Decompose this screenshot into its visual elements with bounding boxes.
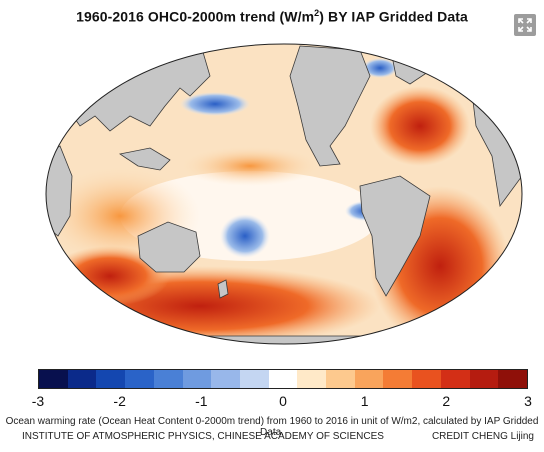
tick-label: -2 bbox=[113, 393, 126, 409]
color-swatch-14 bbox=[440, 370, 470, 388]
figure-caption: Ocean warming rate (Ocean Heat Content 0… bbox=[5, 416, 539, 438]
title-superscript: 2 bbox=[314, 8, 320, 18]
north-atlantic-warm bbox=[370, 86, 470, 166]
color-swatch-2 bbox=[96, 370, 126, 388]
tick-label: -1 bbox=[195, 393, 208, 409]
world-map-graphic bbox=[45, 43, 523, 345]
color-swatch-8 bbox=[268, 370, 298, 388]
color-swatch-6 bbox=[211, 370, 240, 388]
color-swatch-16 bbox=[498, 370, 527, 388]
ocean-heat-map bbox=[0, 36, 544, 366]
color-swatch-5 bbox=[182, 370, 212, 388]
land-antarctica bbox=[59, 335, 521, 344]
color-swatch-4 bbox=[153, 370, 183, 388]
color-swatch-3 bbox=[125, 370, 154, 388]
land-north-america bbox=[289, 45, 371, 167]
institute-label: INSTITUTE OF ATMOSPHERIC PHYSICS, CHINES… bbox=[22, 431, 384, 442]
color-scale-bar bbox=[38, 369, 528, 389]
color-swatch-10 bbox=[326, 370, 355, 388]
land-south-america bbox=[359, 175, 431, 297]
land-indonesia bbox=[118, 147, 171, 171]
color-swatch-11 bbox=[354, 370, 384, 388]
kuroshio-cool bbox=[180, 92, 250, 116]
land-australia bbox=[137, 221, 201, 273]
color-swatch-9 bbox=[297, 370, 327, 388]
title-tail: ) BY IAP Gridded Data bbox=[319, 8, 468, 25]
tick-label: 1 bbox=[360, 393, 369, 409]
tick-label: -3 bbox=[31, 393, 45, 409]
map-title: 1960-2016 OHC0-2000m trend (W/m2) BY IAP… bbox=[0, 8, 544, 25]
credit-label: CREDIT CHENG Lijing bbox=[431, 431, 534, 442]
tick-label: 2 bbox=[442, 393, 451, 409]
north-pacific-warm bbox=[180, 146, 320, 186]
color-swatch-13 bbox=[412, 370, 441, 388]
arctic-cool bbox=[362, 58, 398, 78]
tick-label: 0 bbox=[279, 393, 287, 409]
expand-button[interactable] bbox=[514, 14, 536, 36]
globe-outline bbox=[45, 43, 523, 345]
title-main: 1960-2016 OHC0-2000m trend (W/m bbox=[76, 8, 315, 25]
color-swatch-1 bbox=[67, 370, 97, 388]
south-pacific-cool bbox=[220, 214, 270, 258]
color-swatch-0 bbox=[39, 370, 68, 388]
land-new-zealand bbox=[217, 279, 229, 299]
land-africa bbox=[46, 145, 73, 237]
color-swatch-7 bbox=[239, 370, 269, 388]
color-swatch-12 bbox=[383, 370, 413, 388]
expand-icon bbox=[518, 18, 532, 32]
color-swatch-15 bbox=[469, 370, 499, 388]
color-scale-ticks: -3 -2 -1 0 1 2 3 bbox=[0, 393, 544, 411]
tick-label: 3 bbox=[524, 393, 532, 409]
